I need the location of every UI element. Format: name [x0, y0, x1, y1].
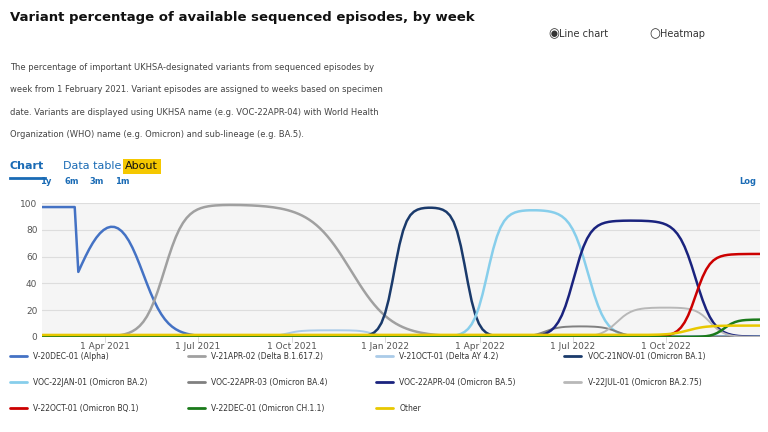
- Text: ○: ○: [649, 27, 660, 40]
- Text: Linear: Linear: [700, 177, 729, 185]
- Text: ◉: ◉: [548, 27, 559, 40]
- Text: 1y: 1y: [41, 177, 51, 185]
- Text: V-21OCT-01 (Delta AY 4.2): V-21OCT-01 (Delta AY 4.2): [399, 352, 498, 361]
- Text: VOC-21NOV-01 (Omicron BA.1): VOC-21NOV-01 (Omicron BA.1): [588, 352, 705, 361]
- Text: date. Variants are displayed using UKHSA name (e.g. VOC-22APR-04) with World Hea: date. Variants are displayed using UKHSA…: [10, 108, 379, 117]
- Text: V-22JUL-01 (Omicron BA.2.75): V-22JUL-01 (Omicron BA.2.75): [588, 378, 701, 387]
- Text: Data table: Data table: [63, 161, 121, 172]
- Text: VOC-22JAN-01 (Omicron BA.2): VOC-22JAN-01 (Omicron BA.2): [33, 378, 147, 387]
- Text: 3m: 3m: [90, 177, 104, 185]
- Text: The percentage of important UKHSA-designated variants from sequenced episodes by: The percentage of important UKHSA-design…: [10, 63, 374, 72]
- Text: V-21APR-02 (Delta B.1.617.2): V-21APR-02 (Delta B.1.617.2): [211, 352, 323, 361]
- Text: Line chart: Line chart: [559, 29, 608, 39]
- Text: VOC-22APR-04 (Omicron BA.5): VOC-22APR-04 (Omicron BA.5): [399, 378, 516, 387]
- Text: Other: Other: [399, 404, 421, 413]
- Text: 1m: 1m: [115, 177, 129, 185]
- Text: Chart: Chart: [10, 161, 45, 172]
- Text: Variant percentage of available sequenced episodes, by week: Variant percentage of available sequence…: [10, 11, 475, 24]
- Text: V-20DEC-01 (Alpha): V-20DEC-01 (Alpha): [33, 352, 109, 361]
- Text: Heatmap: Heatmap: [660, 29, 706, 39]
- Text: Organization (WHO) name (e.g. Omicron) and sub-lineage (e.g. BA.5).: Organization (WHO) name (e.g. Omicron) a…: [10, 130, 304, 139]
- Text: About: About: [125, 161, 158, 172]
- Text: Log: Log: [740, 177, 756, 185]
- Text: V-22OCT-01 (Omicron BQ.1): V-22OCT-01 (Omicron BQ.1): [33, 404, 138, 413]
- Text: week from 1 February 2021. Variant episodes are assigned to weeks based on speci: week from 1 February 2021. Variant episo…: [10, 85, 383, 94]
- Text: V-22DEC-01 (Omicron CH.1.1): V-22DEC-01 (Omicron CH.1.1): [211, 404, 325, 413]
- Text: 6m: 6m: [65, 177, 78, 185]
- Text: all: all: [15, 177, 27, 185]
- Text: VOC-22APR-03 (Omicron BA.4): VOC-22APR-03 (Omicron BA.4): [211, 378, 328, 387]
- Text: EXPERIMENTAL: EXPERIMENTAL: [441, 32, 500, 37]
